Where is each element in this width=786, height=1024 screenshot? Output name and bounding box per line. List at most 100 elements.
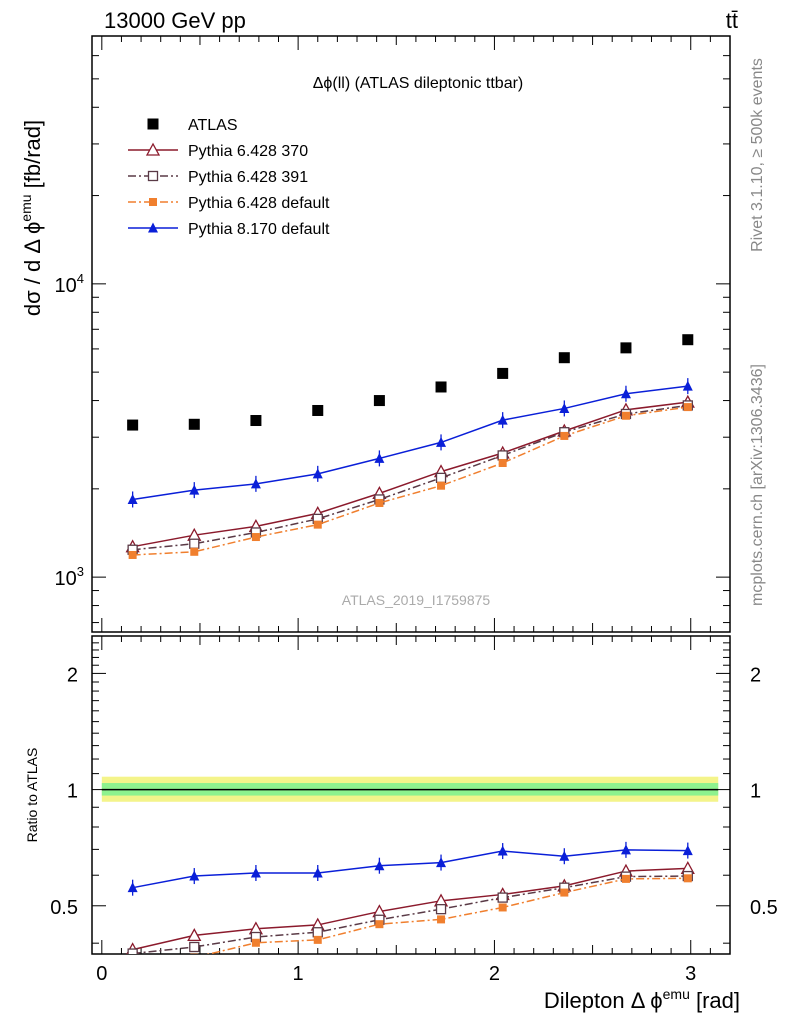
ratio-plot-frame: [91, 635, 731, 955]
main-plot-title: Δϕ(ll) (ATLAS dileptonic ttbar): [313, 75, 524, 92]
mcplots-label: mcplots.cern.ch [arXiv:1306.3436]: [749, 364, 766, 606]
ratio-point-pythia-8-170-default: [620, 844, 631, 855]
ratio-point-pythia-8-170-default: [559, 850, 570, 861]
main-point-pythia-8-170-default: [497, 414, 508, 425]
ratio-line-pythia-6-428-default: [206, 877, 688, 954]
main-point-pythia-6-428-default: [560, 431, 569, 440]
main-line-pythia-6-428-default: [132, 406, 688, 556]
ratio-panel: Ratio to ATLAS 0.5 0.5 1 1 2 2 0 1 2 3 Dilepton …: [24, 635, 778, 1013]
main-point-atlas: [250, 415, 262, 427]
legend-marker-pythia-6-428-default: [149, 198, 157, 206]
ratio-y-axis-ticks: 0.5 0.5 1 1 2 2: [50, 642, 778, 944]
main-y-axis-ticks: 103 104: [55, 35, 730, 624]
main-point-pythia-8-170-default: [559, 402, 570, 413]
main-point-pythia-6-428-391: [435, 472, 447, 484]
legend-marker-pythia-6-428-391: [147, 170, 159, 182]
main-y-axis-label: dσ / d Δ ϕemu [fb/rad]: [18, 120, 45, 316]
ratio-y-axis-label: Ratio to ATLAS: [24, 748, 40, 843]
main-point-pythia-6-428-default: [313, 520, 322, 529]
main-point-pythia-6-428-391: [189, 538, 200, 549]
main-point-pythia-6-428-default: [498, 458, 507, 467]
ratio-point-pythia-8-170-default: [682, 845, 693, 856]
main-point-pythia-8-170-default: [620, 388, 631, 399]
ratio-point-pythia-6-428-391: [435, 904, 447, 915]
legend: ATLAS Pythia 6.428 370 Pythia 6.428 391 Pyt…: [128, 117, 330, 238]
main-point-atlas: [373, 395, 385, 407]
analysis-watermark: ATLAS_2019_I1759875: [342, 592, 491, 608]
main-point-pythia-8-170-default: [436, 436, 447, 447]
ratio-point-pythia-6-428-default: [129, 957, 137, 965]
main-point-atlas: [435, 381, 447, 393]
main-point-pythia-8-170-default: [374, 452, 385, 463]
ratio-y-tick-label-left: 0.5: [50, 897, 78, 919]
ratio-y-tick-label-right: 0.5: [750, 897, 778, 919]
legend-label-pythia-6-428-default: Pythia 6.428 default: [188, 195, 330, 212]
main-point-pythia-8-170-default: [312, 468, 323, 479]
rivet-version-label: Rivet 3.1.10, ≥ 500k events: [749, 58, 766, 252]
x-axis-label: Dilepton Δ ϕemu [rad]: [544, 986, 740, 1013]
main-point-atlas: [497, 367, 509, 379]
ratio-point-pythia-8-170-default: [312, 867, 323, 878]
main-point-atlas: [127, 419, 139, 431]
main-point-atlas: [620, 342, 632, 354]
legend-label-pythia-6-428-370: Pythia 6.428 370: [188, 143, 308, 160]
main-point-pythia-6-428-default: [437, 481, 446, 490]
ratio-point-pythia-8-170-default: [374, 860, 385, 871]
legend-marker-atlas: [147, 118, 159, 130]
legend-label-pythia-8-170-default: Pythia 8.170 default: [188, 221, 330, 238]
main-x-axis-ticks: [101, 36, 711, 632]
ratio-x-tick-label: 0: [96, 963, 107, 985]
main-point-atlas: [682, 334, 694, 346]
ratio-point-pythia-8-170-default: [436, 857, 447, 868]
main-series-group: [125, 334, 695, 559]
ratio-point-pythia-6-428-default: [437, 915, 446, 924]
main-point-pythia-8-170-default: [250, 478, 261, 489]
ratio-point-pythia-6-428-default: [375, 920, 384, 929]
ratio-point-pythia-6-428-default: [621, 874, 630, 883]
ratio-line-pythia-8-170-default: [132, 849, 688, 889]
legend-marker-pythia-8-170-default: [148, 222, 158, 233]
ratio-point-pythia-6-428-370: [187, 928, 202, 942]
main-point-pythia-6-428-default: [128, 550, 137, 559]
main-line-pythia-8-170-default: [132, 385, 688, 501]
ratio-point-pythia-6-428-391: [312, 927, 323, 938]
ratio-point-pythia-6-428-391: [189, 941, 200, 953]
ratio-point-pythia-8-170-default: [127, 882, 138, 893]
main-line-pythia-6-428-370: [132, 401, 688, 548]
main-y-tick-label: 103: [55, 564, 84, 590]
ratio-y-tick-label-right: 1: [750, 781, 761, 803]
main-point-pythia-6-428-391: [497, 450, 508, 461]
ratio-point-pythia-8-170-default: [497, 845, 508, 856]
main-panel: Δϕ(ll) (ATLAS dileptonic ttbar) ATLAS_20…: [18, 35, 731, 633]
ratio-series-group: [126, 841, 695, 965]
ratio-x-tick-label: 3: [685, 963, 696, 985]
ratio-line-pythia-6-428-391: [132, 875, 688, 954]
main-point-atlas: [558, 352, 570, 364]
ratio-point-pythia-6-428-391: [497, 892, 508, 903]
main-y-tick-label: 104: [55, 271, 84, 297]
ratio-point-pythia-6-428-default: [190, 953, 199, 954]
ratio-point-pythia-6-428-391: [127, 948, 138, 954]
ratio-point-pythia-8-170-default: [189, 870, 200, 881]
legend-label-atlas: ATLAS: [188, 117, 238, 134]
main-point-pythia-6-428-default: [375, 498, 384, 507]
main-plot-frame: [91, 35, 731, 633]
ratio-x-axis-ticks: 0 1 2 3: [96, 636, 711, 985]
main-point-pythia-8-170-default: [189, 484, 200, 495]
ratio-x-tick-label: 1: [293, 963, 304, 985]
main-point-pythia-6-428-default: [683, 403, 692, 412]
main-point-pythia-6-428-default: [621, 411, 630, 420]
ratio-x-tick-label: 2: [489, 963, 500, 985]
header-process-label: tt̄: [726, 8, 738, 33]
main-point-atlas: [188, 418, 200, 430]
legend-marker-pythia-6-428-370: [145, 142, 161, 156]
main-point-pythia-8-170-default: [127, 493, 138, 504]
ratio-point-pythia-6-428-default: [560, 888, 569, 897]
legend-label-pythia-6-428-391: Pythia 6.428 391: [188, 169, 308, 186]
main-line-pythia-6-428-391: [132, 404, 688, 551]
ratio-y-tick-label-right: 2: [750, 664, 761, 686]
main-point-pythia-8-170-default: [682, 380, 693, 391]
ratio-point-pythia-6-428-default: [498, 903, 507, 912]
ratio-line-pythia-6-428-370: [132, 867, 688, 951]
